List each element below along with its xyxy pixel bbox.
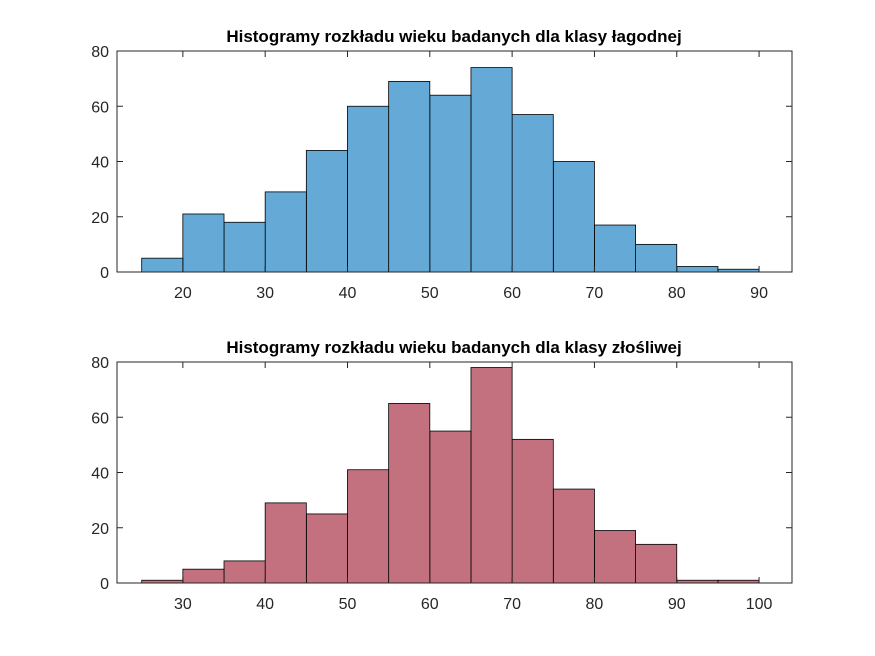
histogram-bar (264, 502, 307, 584)
histogram-bar (594, 224, 636, 273)
histogram-bar (264, 191, 307, 273)
histogram-bar (429, 430, 472, 584)
x-tick-label: 70 (503, 596, 521, 613)
histogram-bar (388, 80, 431, 273)
histogram-benign: Histogramy rozkładu wieku badanych dla k… (91, 27, 793, 302)
histogram-bar (141, 257, 184, 273)
histogram-bar (347, 105, 390, 273)
y-tick-label: 60 (91, 99, 109, 116)
x-tick-label: 50 (339, 596, 357, 613)
histogram-bar (305, 150, 348, 273)
x-tick-label: 40 (339, 285, 357, 302)
x-tick-label: 40 (256, 596, 274, 613)
x-tick-label: 20 (174, 285, 192, 302)
y-tick-label: 40 (91, 155, 109, 172)
y-tick-label: 20 (91, 210, 109, 227)
y-tick-label: 20 (91, 521, 109, 538)
histogram-bar (429, 94, 472, 273)
y-tick-label: 40 (91, 466, 109, 483)
x-tick-label: 80 (668, 285, 686, 302)
x-tick-label: 90 (750, 285, 768, 302)
y-tick-label: 0 (100, 576, 109, 593)
histogram-bar (552, 488, 595, 584)
histogram-bar (470, 67, 513, 273)
y-tick-label: 80 (91, 355, 109, 372)
y-tick-label: 0 (100, 265, 109, 282)
histogram-bar (511, 438, 554, 584)
histogram-bar (182, 213, 225, 273)
x-tick-label: 60 (503, 285, 521, 302)
x-tick-label: 50 (421, 285, 439, 302)
y-tick-label: 60 (91, 410, 109, 427)
histogram-bar (676, 266, 719, 273)
histogram-bar (552, 161, 595, 273)
histogram-bar (305, 513, 348, 584)
x-tick-label: 80 (586, 596, 604, 613)
histogram-malignant: Histogramy rozkładu wieku badanych dla k… (91, 338, 793, 613)
x-tick-label: 30 (174, 596, 192, 613)
histogram-bar (182, 568, 225, 584)
histogram-bar (388, 403, 431, 584)
histogram-bar (511, 114, 554, 273)
histogram-bar (470, 367, 513, 584)
histogram-bar (347, 469, 390, 584)
x-tick-label: 90 (668, 596, 686, 613)
chart-title: Histogramy rozkładu wieku badanych dla k… (226, 27, 681, 46)
chart-title: Histogramy rozkładu wieku badanych dla k… (226, 338, 681, 357)
histogram-bar (635, 243, 678, 273)
x-tick-label: 100 (746, 596, 773, 613)
histogram-bar (223, 560, 266, 584)
histogram-bar (635, 543, 678, 584)
x-tick-label: 60 (421, 596, 439, 613)
histogram-bar (223, 221, 266, 273)
y-tick-label: 80 (91, 44, 109, 61)
x-tick-label: 30 (256, 285, 274, 302)
histogram-bar (594, 530, 636, 584)
x-tick-label: 70 (586, 285, 604, 302)
